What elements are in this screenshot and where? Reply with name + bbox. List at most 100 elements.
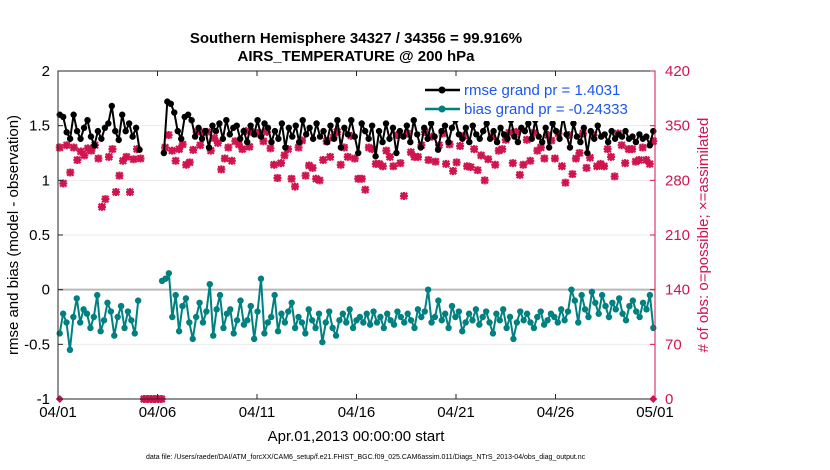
series-point [511,133,518,140]
series-point [601,131,608,138]
series-point [174,127,181,135]
series-point [134,297,142,304]
series-point [216,291,224,299]
series-point [132,124,140,132]
legend-rmse-label: rmse grand pr = 1.4031 [464,82,620,99]
series-point [578,291,585,299]
obs-assimilated-point [294,143,303,152]
series-point [514,138,522,146]
series-point [396,127,404,135]
series-point [337,144,345,151]
obs-assimilated-point [452,158,461,167]
series-point [472,306,480,313]
series-point [210,332,217,339]
series-point [469,317,476,324]
obs-assimilated-point [649,137,658,146]
series-point [240,321,248,328]
series-point [424,286,432,293]
series-point [121,324,128,332]
obs-assimilated-point [189,145,198,154]
series-point [517,308,524,315]
series-point [545,144,553,151]
series-point [591,135,598,142]
series-point [305,306,312,313]
series-point [476,321,483,328]
series-point [626,302,633,310]
series-point [209,122,216,129]
series-point [199,319,207,326]
series-point [500,131,508,138]
series-point [486,135,494,142]
obs-assimilated-point [326,152,335,161]
series-point [563,131,570,138]
series-point [206,281,214,288]
series-point [250,131,258,138]
series-point [382,120,390,127]
series-point [66,346,74,353]
series-point [122,127,129,135]
series-point [420,124,428,132]
series-point [198,135,206,142]
obs-assimilated-point [122,152,131,161]
series-point [473,131,480,138]
series-point [131,330,138,337]
series-point [261,120,268,127]
series-point [100,317,108,324]
obs-assimilated-point [269,160,278,169]
obs-assimilated-point [227,156,236,165]
series-point [332,332,340,339]
obs-assimilated-point [610,172,619,181]
series-point [233,317,241,324]
obs-assimilated-point [385,152,394,161]
obs-assimilated-point [206,146,215,155]
series-point [285,124,293,132]
obs-assimilated-point [368,145,377,154]
series-point [499,306,507,313]
series-point [299,117,306,124]
series-point [216,120,223,127]
series-point [435,297,442,304]
series-point [571,297,579,304]
obs-assimilated-point [234,140,243,149]
series-point [327,122,334,129]
obs-assimilated-point [319,156,328,165]
series-point [289,133,296,140]
series-point [493,310,500,317]
series-point [339,310,347,317]
series-point [94,291,101,299]
series-point [361,127,369,135]
obs-assimilated-point [631,157,640,166]
series-point [125,120,133,127]
series-point [355,149,362,157]
series-point [466,138,473,146]
obs-assimilated-point [378,162,387,171]
obs-assimilated-point [515,170,524,179]
series-point [552,127,560,135]
series-point [556,135,563,142]
series-point [108,102,115,110]
series-point [646,291,654,299]
series-point [203,308,210,315]
series-point [393,149,400,157]
series-point [557,306,565,313]
obs-assimilated-point [389,162,398,171]
series-point [171,109,178,116]
series-point [629,297,637,304]
series-point [182,295,190,302]
obs-assimilated-point [554,129,563,138]
obs-assimilated-point [276,159,285,168]
obs-assimilated-point [491,160,500,169]
obs-assimilated-point [266,144,275,153]
series-point [513,319,521,326]
series-point [427,120,435,127]
series-point [636,131,643,138]
x-tick-label: 04/26 [537,404,575,421]
series-point [336,317,343,324]
y-right-tick-label: 140 [665,282,690,299]
series-point [448,302,456,310]
obs-assimilated-point [287,174,296,183]
series-point [70,313,77,321]
series-point [240,127,247,135]
series-point [247,122,254,129]
